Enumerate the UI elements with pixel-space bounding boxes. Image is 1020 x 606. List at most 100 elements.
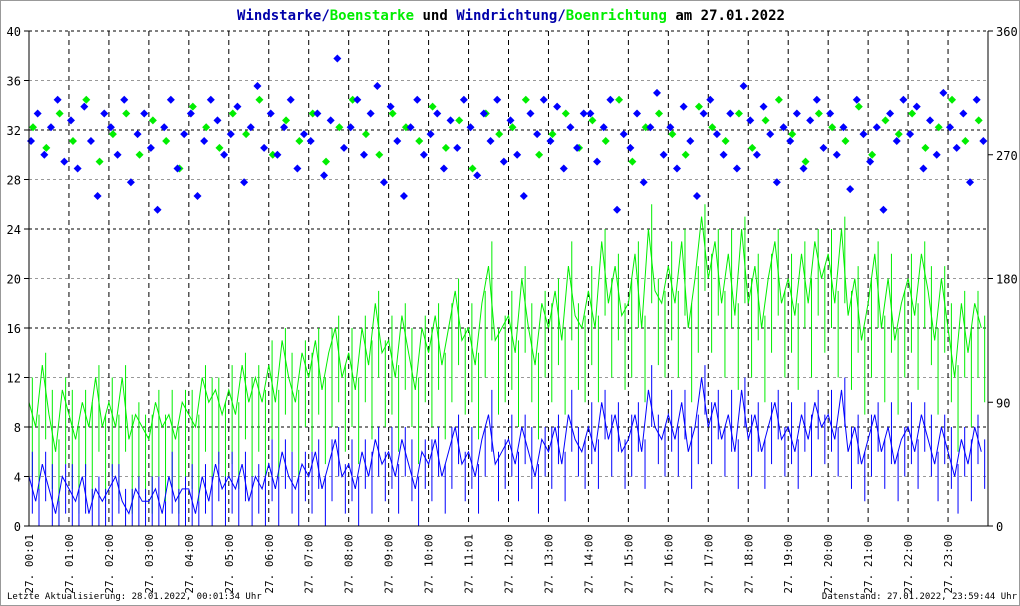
y-tick-label-right: 270 xyxy=(996,149,1018,163)
direction-point-windrichtung xyxy=(519,192,528,200)
direction-point-boenrichtung xyxy=(468,164,477,173)
direction-point-windrichtung xyxy=(619,130,628,139)
direction-point-boenrichtung xyxy=(868,150,877,159)
direction-point-windrichtung xyxy=(672,164,681,173)
direction-point-windrichtung xyxy=(966,178,975,187)
direction-point-windrichtung xyxy=(73,164,82,173)
direction-point-windrichtung xyxy=(653,88,662,97)
direction-point-windrichtung xyxy=(679,102,688,111)
x-tick-label: 27. 05:00 xyxy=(223,534,236,594)
direction-point-boenrichtung xyxy=(68,137,77,145)
direction-point-boenrichtung xyxy=(734,109,743,118)
direction-point-boenrichtung xyxy=(641,123,650,132)
direction-point-windrichtung xyxy=(406,123,415,132)
direction-point-boenrichtung xyxy=(348,95,357,104)
direction-point-windrichtung xyxy=(419,150,428,159)
direction-point-windrichtung xyxy=(826,109,835,118)
direction-point-windrichtung xyxy=(752,150,761,159)
direction-point-boenrichtung xyxy=(601,137,610,145)
direction-point-windrichtung xyxy=(120,95,129,104)
x-tick-label: 27. 16:00 xyxy=(662,534,675,594)
x-tick-label: 27. 08:00 xyxy=(343,534,356,594)
y-tick-label-left: 40 xyxy=(7,25,21,39)
direction-point-boenrichtung xyxy=(708,123,717,132)
direction-point-windrichtung xyxy=(533,130,542,139)
y-tick-label-right: 360 xyxy=(996,25,1018,39)
direction-point-boenrichtung xyxy=(188,102,197,111)
direction-point-boenrichtung xyxy=(215,143,224,152)
y-tick-label-right: 90 xyxy=(996,396,1010,410)
direction-point-windrichtung xyxy=(699,109,708,118)
direction-point-windrichtung xyxy=(93,192,102,200)
direction-point-boenrichtung xyxy=(401,123,410,132)
direction-point-windrichtung xyxy=(539,95,548,104)
direction-point-windrichtung xyxy=(453,143,462,152)
direction-point-windrichtung xyxy=(886,109,895,118)
direction-point-boenrichtung xyxy=(228,109,237,118)
direction-point-windrichtung xyxy=(146,143,155,152)
direction-point-boenrichtung xyxy=(921,143,930,152)
title-windstarke: Windstarke/ xyxy=(237,8,330,24)
direction-point-windrichtung xyxy=(666,123,675,132)
direction-point-boenrichtung xyxy=(961,137,970,145)
direction-point-boenrichtung xyxy=(761,116,770,125)
direction-point-windrichtung xyxy=(846,185,855,194)
direction-point-windrichtung xyxy=(300,130,309,139)
direction-point-boenrichtung xyxy=(55,109,64,118)
direction-point-windrichtung xyxy=(80,102,89,111)
direction-point-boenrichtung xyxy=(122,109,131,118)
direction-point-windrichtung xyxy=(33,109,42,118)
direction-point-windrichtung xyxy=(226,130,235,139)
direction-point-boenrichtung xyxy=(655,109,664,118)
x-tick-label: 27. 15:00 xyxy=(622,534,635,594)
direction-point-windrichtung xyxy=(379,178,388,187)
direction-point-boenrichtung xyxy=(135,150,144,159)
direction-point-boenrichtung xyxy=(748,143,757,152)
direction-point-windrichtung xyxy=(593,157,602,166)
y-tick-label-left: 0 xyxy=(14,520,21,534)
direction-point-windrichtung xyxy=(220,150,229,159)
y-tick-label-left: 28 xyxy=(7,174,21,188)
direction-point-windrichtung xyxy=(140,109,149,118)
direction-point-windrichtung xyxy=(979,137,988,145)
y-tick-label-left: 16 xyxy=(7,322,21,336)
x-tick-label: 27. 12:00 xyxy=(503,534,516,594)
direction-point-boenrichtung xyxy=(681,150,690,159)
direction-point-windrichtung xyxy=(160,123,169,132)
x-tick-label: 27. 17:00 xyxy=(702,534,715,594)
direction-point-windrichtung xyxy=(459,95,468,104)
direction-point-windrichtung xyxy=(173,164,182,173)
x-tick-label: 27. 09:00 xyxy=(383,534,396,594)
direction-point-windrichtung xyxy=(359,150,368,159)
x-tick-label: 27. 03:00 xyxy=(143,534,156,594)
x-tick-label: 27. 06:00 xyxy=(263,534,276,594)
direction-point-windrichtung xyxy=(606,95,615,104)
direction-point-windrichtung xyxy=(546,137,555,145)
direction-point-windrichtung xyxy=(732,164,741,173)
x-tick-label: 27. 13:00 xyxy=(542,534,555,594)
direction-point-windrichtung xyxy=(772,178,781,187)
direction-point-windrichtung xyxy=(446,116,455,125)
direction-point-windrichtung xyxy=(912,102,921,111)
direction-point-windrichtung xyxy=(493,95,502,104)
direction-point-boenrichtung xyxy=(388,109,397,118)
direction-point-windrichtung xyxy=(213,116,222,125)
direction-point-windrichtung xyxy=(386,102,395,111)
direction-point-windrichtung xyxy=(366,109,375,118)
direction-point-windrichtung xyxy=(60,157,69,166)
direction-point-boenrichtung xyxy=(428,102,437,111)
title-boenrichtung: Boenrichtung xyxy=(566,8,667,24)
direction-point-windrichtung xyxy=(639,178,648,187)
direction-point-windrichtung xyxy=(553,102,562,111)
y-tick-label-left: 4 xyxy=(14,471,21,485)
direction-point-windrichtung xyxy=(919,164,928,173)
y-tick-label-left: 12 xyxy=(7,372,21,386)
direction-point-windrichtung xyxy=(40,150,49,159)
direction-point-windrichtung xyxy=(66,116,75,125)
direction-point-windrichtung xyxy=(153,205,162,214)
direction-point-windrichtung xyxy=(53,95,62,104)
title-date: am 27.01.2022 xyxy=(667,8,785,24)
direction-point-windrichtung xyxy=(466,123,475,132)
direction-point-windrichtung xyxy=(599,123,608,132)
direction-point-boenrichtung xyxy=(615,95,624,104)
